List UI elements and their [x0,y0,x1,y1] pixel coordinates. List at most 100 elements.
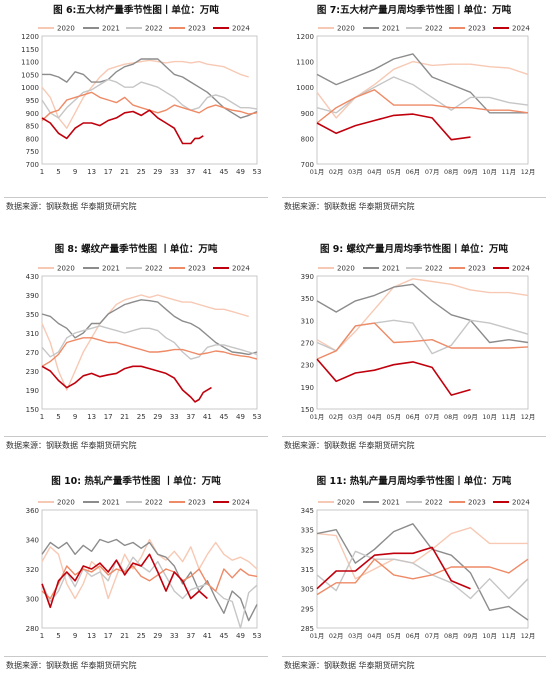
legend-label-2024: 2024 [232,265,250,273]
series-line-2024 [316,546,471,590]
y-tick-label: 285 [301,625,314,633]
series-line-2022 [316,550,529,600]
source-note: 数据来源：钢联数据 华泰期货研究院 [6,441,137,450]
series-line-2024 [316,113,471,141]
plot-frame [41,275,258,410]
x-tick-label: 05月 [386,632,401,640]
x-tick-label: 25 [137,168,146,176]
source-note: 数据来源：钢联数据 华泰期货研究院 [6,661,137,670]
legend-label-2020: 2020 [57,265,75,273]
series-line-2024 [316,358,471,396]
y-tick-label: 230 [301,362,314,370]
x-tick-label: 9 [73,413,77,421]
series-line-2020 [316,278,529,352]
series-line-2021 [42,58,258,119]
x-tick-label: 53 [253,413,262,421]
x-tick-label: 9 [73,168,77,176]
series-line-2021 [316,523,529,621]
y-tick-label: 1100 [21,59,39,67]
x-tick-label: 02月 [329,632,344,640]
legend-label-2023: 2023 [468,25,486,33]
series-line-2022 [41,556,258,629]
x-tick-label: 07月 [425,413,440,421]
x-tick-label: 5 [56,632,60,640]
legend-label-2021: 2021 [382,25,400,33]
chart-svg: 700 800 900 1000 1100 1200 01月 02月 03月 04月 05月 06月 0… [296,25,535,177]
x-tick-label: 09月 [463,413,478,421]
x-tick-label: 33 [170,413,179,421]
x-tick-label: 10月 [482,413,497,421]
legend-label-2020: 2020 [337,265,355,273]
x-tick-label: 53 [253,632,262,640]
x-tick-label: 37 [186,632,195,640]
series-line-2021 [41,299,258,356]
series-line-2020 [41,59,249,129]
x-tick-label: 03月 [348,632,363,640]
y-tick-label: 900 [301,110,314,118]
plot-frame [316,509,529,629]
y-tick-label: 310 [26,330,39,338]
y-tick-label: 295 [301,605,314,613]
source-note: 数据来源：钢联数据 华泰期货研究院 [284,441,415,450]
x-tick-label: 17 [104,168,113,176]
legend-label-2020: 2020 [57,499,75,507]
x-tick-label: 33 [170,632,179,640]
y-tick-label: 300 [26,596,39,604]
x-tick-label: 04月 [367,632,382,640]
legend-label-2021: 2021 [382,265,400,273]
source-note: 数据来源：钢联数据 华泰期货研究院 [284,202,415,211]
y-tick-label: 430 [26,273,39,281]
y-tick-label: 900 [26,110,39,118]
x-tick-label: 25 [137,632,146,640]
y-tick-label: 335 [301,527,314,535]
x-tick-label: 01月 [310,168,325,176]
series-line-2023 [316,322,529,360]
legend-label-2023: 2023 [468,499,486,507]
x-tick-label: 01月 [310,413,325,421]
series-line-2021 [316,53,528,114]
series-line-2023 [41,91,258,122]
chart-panel-rebar-monthly: 图 9: 螺纹产量月周均季节性图丨单位：万吨 150 190 230 270 310 35… [280,241,548,463]
x-tick-label: 04月 [367,413,382,421]
chart-panel-wudacai-monthly: 图 7:五大材产量月周均季节性图丨单位：万吨 700 800 900 1000 1100… [280,2,548,224]
x-tick-label: 02月 [329,168,344,176]
x-tick-label: 37 [186,413,195,421]
chart-panel-hotrolled-monthly: 图 11: 热轧产量月周均季节性图丨单位：万吨 285 295 305 315 325 3… [280,473,548,695]
x-tick-label: 21 [120,632,129,640]
x-tick-label: 03月 [348,168,363,176]
x-tick-label: 33 [170,168,179,176]
x-tick-label: 49 [236,632,245,640]
legend-label-2020: 2020 [57,25,75,33]
y-tick-label: 150 [301,406,314,414]
series-line-2020 [41,294,249,391]
x-tick-label: 02月 [329,413,344,421]
legend-label-2023: 2023 [188,499,206,507]
source-note: 数据来源：钢联数据 华泰期货研究院 [284,661,415,670]
legend-label-2023: 2023 [188,265,206,273]
x-tick-label: 05月 [386,168,401,176]
series-line-2023 [316,558,529,596]
y-tick-label: 1000 [21,84,39,92]
x-tick-label: 29 [153,168,162,176]
y-tick-label: 1000 [296,84,314,92]
y-tick-label: 340 [26,537,39,545]
x-tick-label: 41 [203,168,212,176]
x-tick-label: 09月 [463,168,478,176]
legend-label-2022: 2022 [145,265,163,273]
series-line-2023 [41,565,258,600]
chart-panel-wudacai-weekly: 图 6:五大材产量季节性图丨单位：万吨 700 750 800 850 900 950 10… [2,2,270,224]
chart-title: 图 6:五大材产量季节性图丨单位：万吨 [53,5,219,16]
x-tick-label: 11月 [502,413,517,421]
series-line-2023 [41,337,258,367]
x-tick-label: 29 [153,413,162,421]
x-tick-label: 06月 [406,632,421,640]
x-tick-label: 49 [236,413,245,421]
series-line-2022 [316,76,529,114]
y-tick-label: 1200 [296,33,314,41]
y-tick-label: 1100 [296,59,314,67]
y-tick-label: 325 [301,546,314,554]
chart-title: 图 11: 热轧产量月周均季节性图丨单位：万吨 [316,476,512,487]
chart-svg: 150 190 230 270 310 350 390 430 1 5 9 13 17 21 25 29 33 3… [26,265,262,422]
legend-label-2024: 2024 [512,265,530,273]
divider [282,436,546,437]
